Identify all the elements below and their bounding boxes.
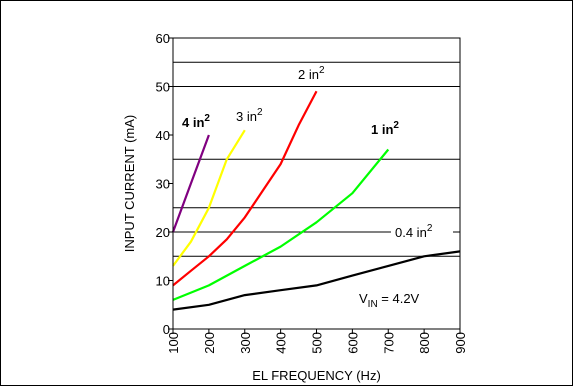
x-tick-label-4: 500 xyxy=(310,332,325,354)
x-tick-label-1: 200 xyxy=(202,332,217,354)
series-line-3 xyxy=(172,148,390,301)
y-tick-label-1: 10 xyxy=(156,274,170,289)
series-label-3: 1 in2 xyxy=(371,120,399,137)
series-label-2: 2 in2 xyxy=(298,65,325,82)
y-tick-label-4: 40 xyxy=(156,128,170,143)
vin-suffix: = 4.2V xyxy=(378,291,420,306)
x-tick-label-3: 400 xyxy=(274,332,289,354)
gridlines xyxy=(173,61,460,257)
series-line-2 xyxy=(172,90,318,287)
series-label-bg-4 xyxy=(391,221,453,241)
series-line-1 xyxy=(172,129,246,267)
series-line-0 xyxy=(171,134,210,233)
series-label-4: 0.4 in2 xyxy=(395,223,433,240)
series-label-1: 3 in2 xyxy=(236,107,263,124)
x-tick-label-5: 600 xyxy=(345,332,360,354)
series-labels: 4 in2 3 in2 2 in2 1 in2 0.4 in2 xyxy=(182,63,453,310)
y-tick-label-0: 0 xyxy=(163,322,170,337)
y-tick-label-2: 20 xyxy=(156,225,170,240)
x-tick-label-0: 100 xyxy=(166,332,181,354)
vin-annotation: VIN = 4.2V xyxy=(359,291,420,310)
x-tick-label-2: 300 xyxy=(238,332,253,354)
x-axis-title: EL FREQUENCY (Hz) xyxy=(252,368,381,383)
series-label-bg-2 xyxy=(294,63,356,83)
vin-subscript: IN xyxy=(368,299,378,310)
y-tick-label-3: 30 xyxy=(156,177,170,192)
series-lines xyxy=(171,90,461,311)
axes: 0 10 20 30 40 50 60 100 200 300 400 500 600 700 800 900 xyxy=(156,31,468,354)
y-tick-label-6: 60 xyxy=(156,31,170,46)
series-line-4 xyxy=(172,250,461,311)
x-tick-label-7: 800 xyxy=(417,332,432,354)
vin-prefix: V xyxy=(359,291,368,306)
vin-annotation-bg xyxy=(354,288,446,310)
series-label-0: 4 in2 xyxy=(182,113,210,130)
y-tick-label-5: 50 xyxy=(156,80,170,95)
x-tick-label-6: 700 xyxy=(381,332,396,354)
y-axis-title: INPUT CURRENT (mA) xyxy=(122,115,137,252)
x-tick-label-8: 900 xyxy=(453,332,468,354)
